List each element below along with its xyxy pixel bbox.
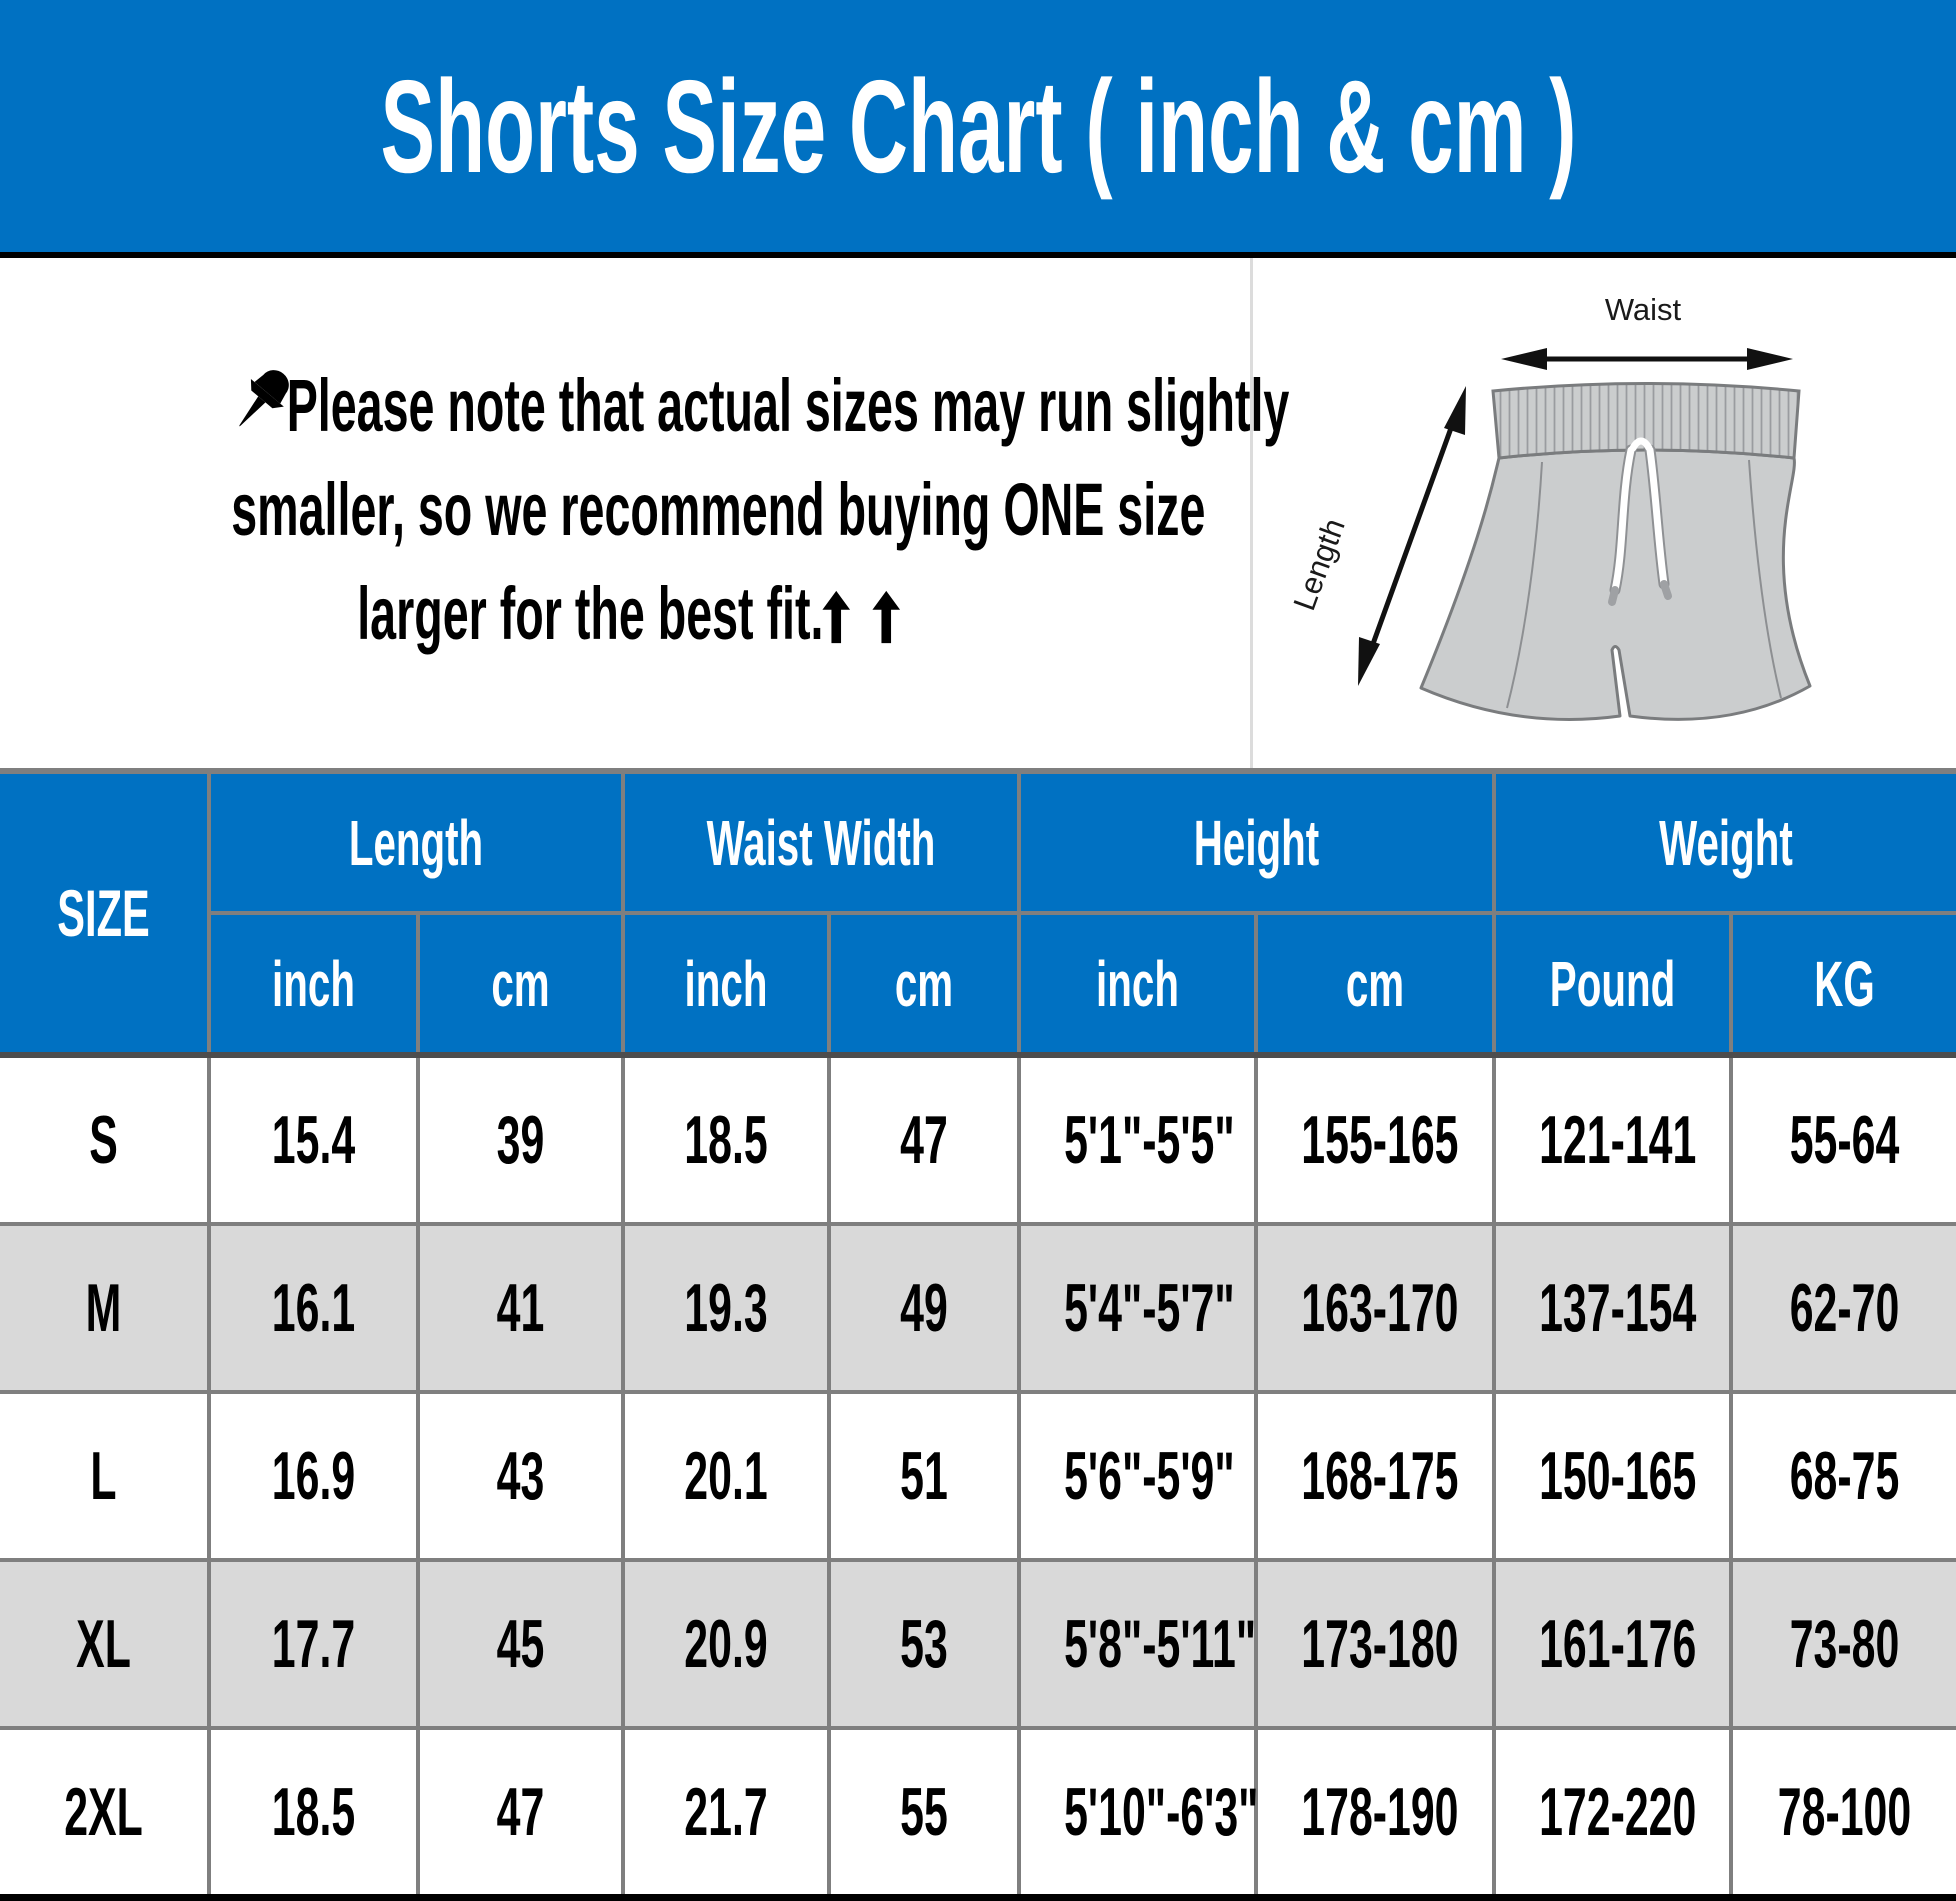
value-cell: 178-190 — [1254, 1726, 1496, 1901]
value-cell: 173-180 — [1254, 1558, 1496, 1730]
page-title: Shorts Size Chart ( inch & cm ) — [380, 52, 1576, 200]
subheader-height-cm: cm — [1254, 911, 1496, 1058]
value-cell: 163-170 — [1254, 1222, 1496, 1394]
value-cell: 5'6"-5'9" — [1017, 1390, 1258, 1562]
pushpin-icon — [215, 354, 303, 458]
value-cell: 5'1"-5'5" — [1017, 1053, 1258, 1226]
value-cell: 16.1 — [207, 1222, 420, 1394]
waist-arrow — [1501, 348, 1793, 370]
subheader-waist-inch: inch — [621, 911, 831, 1058]
value-cell: 41 — [416, 1222, 625, 1394]
value-cell: 18.5 — [207, 1726, 420, 1901]
value-cell: 16.9 — [207, 1390, 420, 1562]
value-cell: 137-154 — [1492, 1222, 1733, 1394]
value-cell: 73-80 — [1729, 1558, 1956, 1730]
subheader-waist-cm: cm — [827, 911, 1021, 1058]
value-cell: 150-165 — [1492, 1390, 1733, 1562]
value-cell: 168-175 — [1254, 1390, 1496, 1562]
subheader-weight-pound: Pound — [1492, 911, 1733, 1058]
value-cell: 55-64 — [1729, 1053, 1956, 1226]
info-section: Please note that actual sizes may run sl… — [0, 258, 1956, 768]
value-cell: 43 — [416, 1390, 625, 1562]
size-cell: 2XL — [0, 1726, 211, 1901]
value-cell: 20.9 — [621, 1558, 831, 1730]
table-row: XL 17.7 45 20.9 53 5'8"-5'11" 173-180 16… — [0, 1558, 1956, 1730]
value-cell: 5'10"-6'3" — [1017, 1726, 1258, 1901]
value-cell: 51 — [827, 1390, 1021, 1562]
value-cell: 15.4 — [207, 1053, 420, 1226]
drawstring — [1608, 437, 1672, 606]
column-header-size: SIZE — [0, 768, 211, 1058]
length-label: Length — [1286, 514, 1351, 615]
table-row: L 16.9 43 20.1 51 5'6"-5'9" 168-175 150-… — [0, 1390, 1956, 1562]
shorts-measure-diagram: Waist Length — [1253, 258, 1956, 768]
note-line-3: larger for the best fit. — [231, 562, 1019, 666]
up-arrow-icon — [822, 590, 851, 644]
size-cell: S — [0, 1053, 211, 1226]
subheader-length-inch: inch — [207, 911, 420, 1058]
value-cell: 19.3 — [621, 1222, 831, 1394]
value-cell: 47 — [416, 1726, 625, 1901]
note-line-1: Please note that actual sizes may run sl… — [231, 354, 1289, 458]
column-group-length: Length — [207, 768, 625, 915]
value-cell: 49 — [827, 1222, 1021, 1394]
subheader-weight-kg: KG — [1729, 911, 1956, 1058]
note-text-1: Please note that actual sizes may run sl… — [286, 364, 1290, 447]
column-group-height: Height — [1017, 768, 1496, 915]
column-group-waist-width: Waist Width — [621, 768, 1021, 915]
subheader-height-inch: inch — [1017, 911, 1258, 1058]
note-text-3: larger for the best fit. — [357, 572, 824, 655]
value-cell: 5'8"-5'11" — [1017, 1558, 1258, 1730]
value-cell: 55 — [827, 1726, 1021, 1901]
waist-label: Waist — [1605, 292, 1682, 327]
value-cell: 5'4"-5'7" — [1017, 1222, 1258, 1394]
size-cell: M — [0, 1222, 211, 1394]
title-banner: Shorts Size Chart ( inch & cm ) — [0, 0, 1956, 258]
subheader-length-cm: cm — [416, 911, 625, 1058]
value-cell: 17.7 — [207, 1558, 420, 1730]
shorts-illustration: Waist Length — [1286, 292, 1812, 721]
size-table: SIZE Length Waist Width Height Weight in… — [0, 768, 1956, 1901]
value-cell: 155-165 — [1254, 1053, 1496, 1226]
value-cell: 62-70 — [1729, 1222, 1956, 1394]
size-cell: L — [0, 1390, 211, 1562]
table-row: 2XL 18.5 47 21.7 55 5'10"-6'3" 178-190 1… — [0, 1726, 1956, 1901]
value-cell: 172-220 — [1492, 1726, 1733, 1901]
value-cell: 18.5 — [621, 1053, 831, 1226]
value-cell: 121-141 — [1492, 1053, 1733, 1226]
note-text-2: smaller, so we recommend buying ONE size — [231, 468, 1206, 551]
value-cell: 39 — [416, 1053, 625, 1226]
up-arrows — [811, 562, 911, 666]
value-cell: 20.1 — [621, 1390, 831, 1562]
value-cell: 68-75 — [1729, 1390, 1956, 1562]
value-cell: 53 — [827, 1558, 1021, 1730]
table-row: S 15.4 39 18.5 47 5'1"-5'5" 155-165 121-… — [0, 1053, 1956, 1226]
length-arrow — [1358, 386, 1466, 686]
value-cell: 45 — [416, 1558, 625, 1730]
value-cell: 161-176 — [1492, 1558, 1733, 1730]
column-group-weight: Weight — [1492, 768, 1956, 915]
table-row: M 16.1 41 19.3 49 5'4"-5'7" 163-170 137-… — [0, 1222, 1956, 1394]
note-line-2: smaller, so we recommend buying ONE size — [231, 458, 1205, 562]
up-arrow-icon — [872, 590, 901, 644]
value-cell: 21.7 — [621, 1726, 831, 1901]
size-cell: XL — [0, 1558, 211, 1730]
value-cell: 47 — [827, 1053, 1021, 1226]
note-section: Please note that actual sizes may run sl… — [0, 258, 1289, 768]
shorts-waistband — [1491, 382, 1801, 460]
value-cell: 78-100 — [1729, 1726, 1956, 1901]
